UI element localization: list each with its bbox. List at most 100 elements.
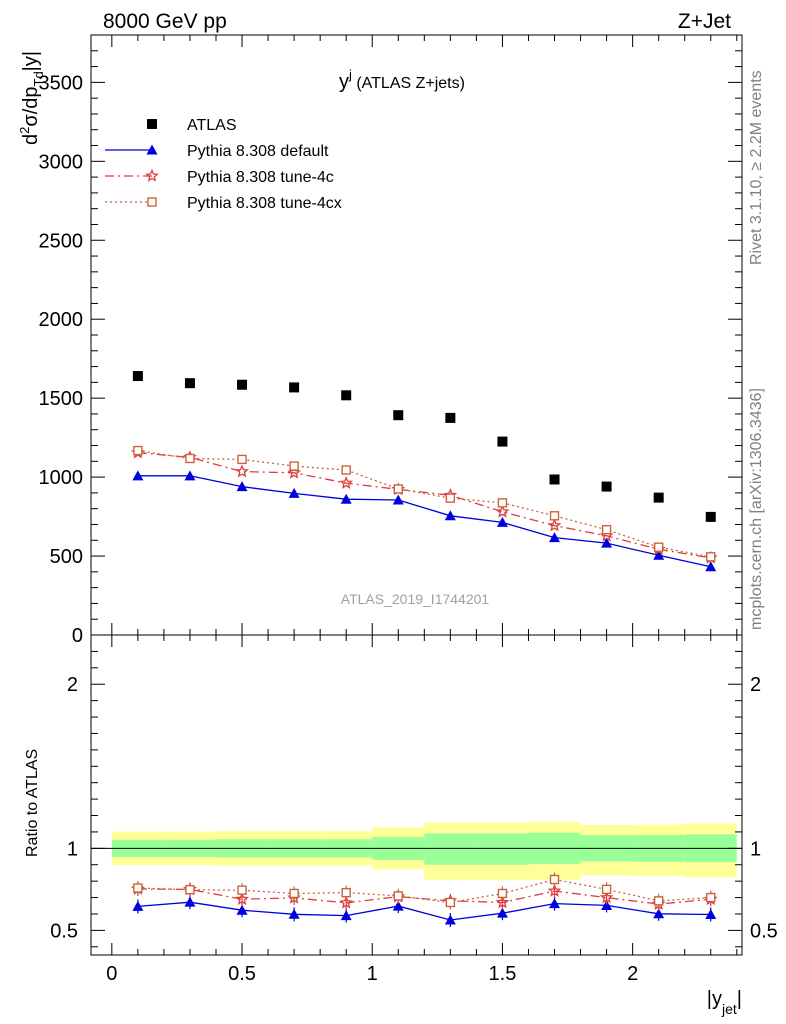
y-tick-label: 1000 [39,467,84,489]
series-line [137,475,711,568]
ratio-point [339,895,354,909]
ratio-series-line [137,901,711,921]
header-left: 8000 GeV pp [103,10,227,33]
legend-entry-2: Pythia 8.308 tune-4c [105,168,334,186]
ratio-point [341,887,351,898]
ratio-point [288,908,300,919]
ratio-point [599,890,614,904]
series-line [137,449,711,558]
data-point [601,481,612,492]
ratio-point [392,900,404,911]
y-tick-label: 500 [50,546,83,568]
ratio-point [133,883,143,893]
series-0 [132,371,716,522]
legend-entry-0: ATLAS [147,117,237,134]
data-point [341,465,351,475]
title-rest: (ATLAS Z+jets) [352,75,465,92]
data-point [339,475,354,489]
ratio-point [132,900,144,911]
main-panel: 0 500 1000 1500 2000 2500 3000 3500 [39,34,743,647]
title-superscript: j [348,67,352,82]
data-point [392,494,404,505]
y-tick-label: 2000 [39,309,84,331]
data-point [445,493,456,503]
data-point [601,524,612,535]
data-point [705,511,716,522]
data-point [653,542,664,552]
data-point [549,511,560,521]
ratio-y-tick-label-right: 1 [750,838,761,860]
data-point [341,390,352,401]
data-point [547,518,562,532]
title-y: y [339,71,349,93]
ratio-point [496,907,508,918]
legend-label: ATLAS [187,117,237,134]
x-tick-label: 0.5 [228,963,256,985]
panel-frame [90,634,743,956]
ratio-y-tick-label: 0.5 [50,920,78,942]
ratio-point [653,896,664,906]
data-point [393,410,404,421]
x-tick-label: 0 [106,963,117,985]
data-point [184,378,195,389]
legend-marker [146,144,158,155]
header-right: Z+Jet [678,10,731,33]
data-point [653,549,665,560]
x-axis-label: |yjet| [707,988,742,1017]
data-point [132,371,143,382]
ratio-point [601,884,612,895]
ratio-point [184,896,196,907]
ratio-point [289,888,299,899]
data-point [549,532,561,543]
y-tick-label: 3000 [39,151,84,173]
data-point [185,453,195,464]
ratio-point [706,892,716,903]
data-point [289,461,299,471]
analysis-watermark: ATLAS_2019_I1744201 [341,591,490,607]
ratio-point [497,888,508,899]
data-point [236,481,248,492]
data-point [184,470,196,481]
ratio-y-axis-label: Ratio to ATLAS [24,749,41,857]
ratio-y-tick-label: 2 [67,674,78,696]
ratio-point [235,892,249,906]
ratio-series-line [137,888,711,905]
data-point [288,487,300,498]
y-tick-label: 3500 [39,72,84,94]
x-tick-label: 1.5 [489,963,517,985]
ratio-y-tick-label-right: 0.5 [750,920,778,942]
legend-marker [145,168,159,182]
y-tick-label: 1500 [39,388,84,410]
legend: ATLAS Pythia 8.308 default Pythia 8.308 tu… [105,117,342,212]
mcplots-label: mcplots.cern.ch [arXiv:1306.3436] [748,388,765,630]
ratio-point [549,898,561,909]
ratio-point [445,897,456,908]
data-point [445,412,456,423]
data-point [340,493,352,504]
y-tick-label: 0 [72,625,83,647]
data-point [289,382,300,393]
legend-marker [147,197,157,207]
ratio-y-tick-label-right: 2 [750,674,761,696]
ratio-point [444,914,456,925]
data-point [496,516,508,527]
legend-label: Pythia 8.308 tune-4cx [187,195,342,212]
data-point [237,379,248,390]
legend-entry-1: Pythia 8.308 default [105,143,329,160]
main-y-axis-label: d2σ/dpTd|y| [17,51,46,145]
data-point [706,552,716,562]
x-tick-label: 1 [367,963,378,985]
data-point [235,464,249,478]
series-line [137,451,711,559]
ratio-panel: 0 0.5 1 1.5 2 0.5 0.5 1 1 2 2 [50,634,778,985]
ratio-series-line [137,878,711,904]
data-point [705,561,717,572]
legend-label: Pythia 8.308 default [187,143,329,160]
main-title: yj (ATLAS Z+jets) [339,67,465,93]
data-point [601,537,613,548]
ratio-point [185,884,195,895]
series-1 [132,470,717,572]
data-point [549,474,560,485]
ratio-band-stat [476,833,529,865]
ratio-point [653,908,665,919]
